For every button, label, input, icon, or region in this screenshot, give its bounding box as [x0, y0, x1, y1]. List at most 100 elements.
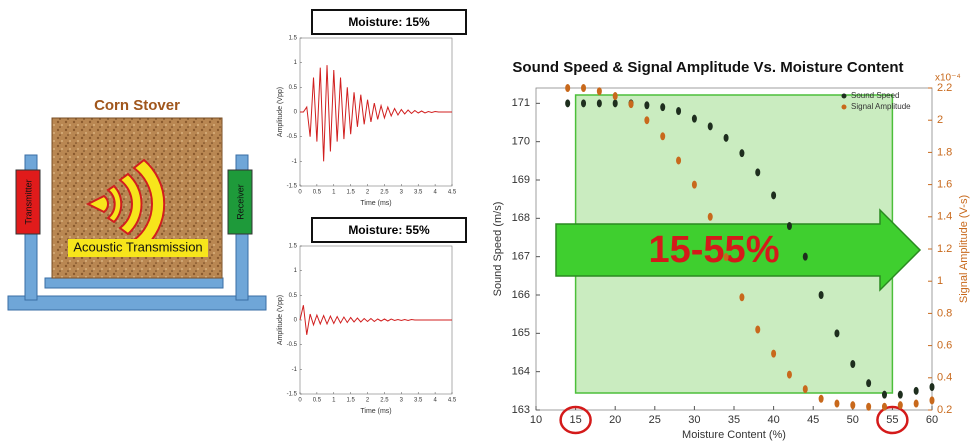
y-axis-label: Amplitude (Vpp) — [277, 87, 284, 137]
data-point — [565, 84, 571, 92]
data-point — [802, 385, 808, 394]
title-box — [311, 9, 467, 35]
data-point — [866, 379, 872, 388]
x-tick-label: 3.5 — [414, 398, 423, 404]
data-point — [881, 390, 887, 399]
y-tick-label: 1.5 — [289, 244, 298, 250]
y2-tick-label: 0.4 — [937, 372, 952, 384]
data-point — [881, 402, 887, 411]
x-tick-label: 50 — [847, 414, 859, 426]
legend-marker — [841, 104, 847, 110]
x-tick-label: 25 — [649, 414, 661, 426]
receiver — [227, 169, 253, 235]
y-tick-label: 168 — [512, 212, 530, 224]
data-point — [644, 101, 650, 110]
x-tick-label: 4 — [433, 398, 437, 404]
x-tick-label: 4.5 — [448, 190, 457, 196]
data-point — [723, 133, 729, 142]
x-tick-label: 1.5 — [346, 190, 355, 196]
y-tick-label: 166 — [512, 289, 530, 301]
tray — [44, 277, 224, 289]
y2-tick-label: 2 — [937, 114, 943, 126]
x-tick-label: 2 — [366, 190, 370, 196]
data-point — [581, 99, 587, 108]
x-tick-label: 30 — [688, 414, 700, 426]
y2-tick-label: 1.2 — [937, 243, 952, 255]
data-point — [676, 107, 682, 115]
receiver-label: Receiver — [235, 184, 245, 220]
data-point — [755, 325, 761, 334]
data-point — [707, 212, 713, 221]
y-tick-label: -0.5 — [287, 134, 298, 140]
data-point — [850, 360, 856, 368]
data-point — [771, 349, 777, 358]
diagram-caption: Acoustic Transmission — [73, 239, 202, 254]
legend-marker — [841, 93, 847, 99]
y-tick-label: -1.5 — [287, 392, 298, 398]
diagram-title: Corn Stover — [94, 97, 180, 114]
data-point — [644, 116, 650, 125]
data-point — [834, 399, 840, 408]
y-tick-label: 167 — [512, 251, 530, 263]
data-point — [581, 84, 587, 92]
arrow — [555, 208, 922, 292]
x-tick-label: 10 — [530, 414, 542, 426]
data-point — [850, 401, 856, 410]
y-tick-label: -0.5 — [287, 342, 298, 348]
data-point — [818, 394, 824, 403]
transmitter-label: Transmitter — [23, 179, 33, 224]
data-point — [802, 252, 808, 261]
data-point — [834, 329, 840, 338]
y-tick-label: 0.5 — [289, 85, 298, 91]
data-point — [866, 402, 872, 411]
x-tick-label: 15 — [569, 414, 581, 426]
y2-tick-label: 1.4 — [937, 211, 952, 223]
y2-tick-label: 1 — [937, 275, 943, 287]
x-tick-label: 40 — [767, 414, 779, 426]
data-point — [739, 149, 745, 158]
waveform — [300, 65, 452, 162]
chart-title: Moisture: 15% — [348, 15, 430, 29]
x-tick-label: 2.5 — [380, 190, 389, 196]
data-point — [660, 132, 666, 141]
data-point — [612, 92, 618, 101]
x-tick-label: 35 — [728, 414, 740, 426]
y-tick-label: 1.5 — [289, 36, 298, 42]
data-point — [565, 99, 571, 108]
data-point — [739, 293, 745, 302]
y-axis-label: Sound Speed (m/s) — [492, 202, 504, 297]
data-point — [691, 180, 697, 189]
title-box — [311, 217, 467, 243]
y-tick-label: 0 — [294, 110, 298, 116]
y2-tick-label: 1.6 — [937, 179, 952, 191]
y-tick-label: 1 — [294, 268, 298, 274]
y2-tick-label: 0.8 — [937, 307, 952, 319]
data-point — [660, 103, 666, 112]
x-axis-label: Time (ms) — [360, 200, 391, 207]
x-tick-label: 1.5 — [346, 398, 355, 404]
data-point — [913, 386, 919, 395]
x-tick-label: 20 — [609, 414, 621, 426]
y-tick-label: -1.5 — [287, 184, 298, 190]
x-tick-label: 0 — [298, 190, 302, 196]
y-tick-label: 165 — [512, 327, 530, 339]
tick-circle — [559, 405, 592, 435]
x-tick-label: 55 — [886, 414, 898, 426]
y-tick-label: -1 — [292, 367, 298, 373]
y2-tick-label: 1.8 — [937, 146, 952, 158]
data-point — [913, 399, 919, 408]
x-tick-label: 1 — [332, 190, 336, 196]
data-point — [818, 291, 824, 299]
x-tick-label: 2.5 — [380, 398, 389, 404]
data-point — [786, 370, 792, 379]
x-tick-label: 2 — [366, 398, 370, 404]
y-tick-label: 169 — [512, 174, 530, 186]
x-tick-label: 60 — [926, 414, 938, 426]
data-point — [596, 87, 602, 96]
waveform — [299, 305, 452, 335]
data-point — [676, 156, 682, 165]
transmitter — [15, 169, 41, 235]
data-point — [771, 191, 777, 200]
